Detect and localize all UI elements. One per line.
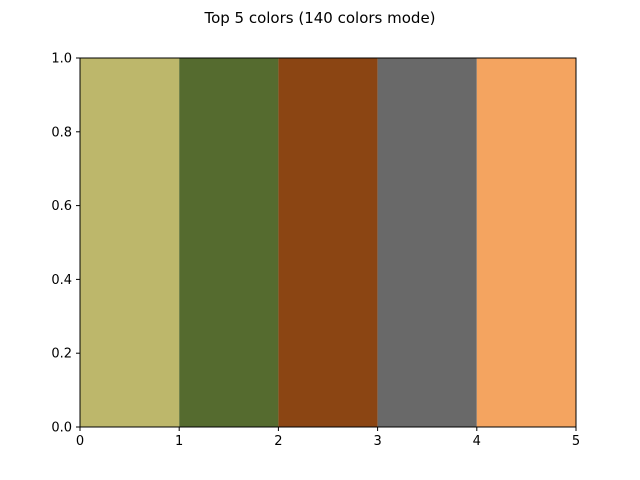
x-tick-label-3: 3 [373, 434, 381, 449]
bar-3 [278, 58, 378, 427]
bar-4 [377, 58, 477, 427]
y-tick-label-1: 0.2 [51, 347, 72, 362]
bar-5 [476, 58, 576, 427]
x-tick-label-4: 4 [473, 434, 481, 449]
bars-layer [80, 58, 576, 427]
y-tick-label-4: 0.8 [51, 125, 72, 140]
x-tick-label-1: 1 [175, 434, 183, 449]
y-tick-label-3: 0.6 [51, 199, 72, 214]
bar-2 [179, 58, 279, 427]
y-tick-label-5: 1.0 [51, 52, 72, 67]
x-tick-label-5: 5 [572, 434, 580, 449]
y-tick-label-0: 0.0 [51, 421, 72, 436]
bar-1 [80, 58, 180, 427]
x-tick-label-0: 0 [76, 434, 84, 449]
chart-title: Top 5 colors (140 colors mode) [203, 9, 435, 27]
y-tick-label-2: 0.4 [51, 273, 72, 288]
axes-layer: 0 1 2 3 4 5 0.0 0.2 0.4 0.6 0.8 1.0 [51, 52, 580, 450]
x-tick-label-2: 2 [274, 434, 282, 449]
plot-frame [79, 57, 577, 428]
